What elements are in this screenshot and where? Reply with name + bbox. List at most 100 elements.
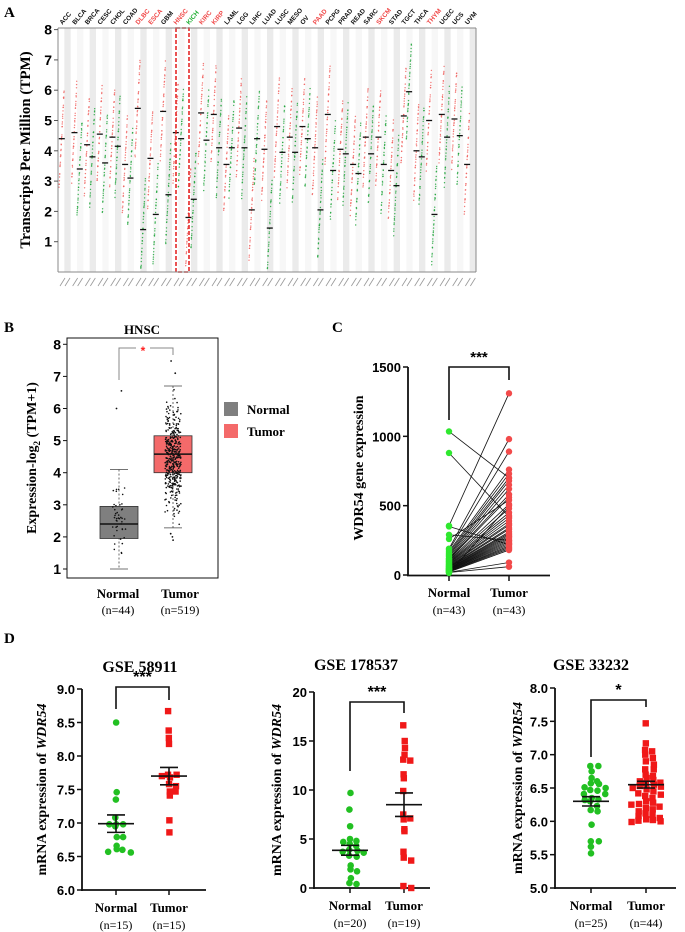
point-prad-normal [343, 174, 346, 176]
point-gbm-normal [168, 169, 171, 171]
point-ucs-tumor [452, 129, 455, 131]
point-ucs-normal [460, 102, 463, 104]
point-tumor [642, 766, 649, 773]
point-tgct-tumor [404, 90, 406, 93]
point-kirp-tumor [210, 152, 213, 154]
point-tumor [641, 746, 649, 754]
point-tumor [164, 467, 166, 470]
point-sarc-normal [369, 167, 371, 169]
point-tumor [628, 818, 635, 826]
point-lusc-normal [280, 174, 282, 176]
cancer-label-lihc: LIHC [249, 10, 264, 26]
point-blca-tumor [73, 142, 75, 145]
point-ov-tumor [299, 169, 301, 171]
point-thym-tumor [426, 157, 428, 160]
point-esca-normal [153, 235, 156, 237]
point-uvm-tumor [466, 154, 469, 157]
point-gbm-tumor [162, 100, 165, 103]
point-tumor [174, 499, 176, 501]
point-dlbc-normal [142, 221, 144, 224]
point-paad-normal [320, 186, 322, 189]
point-tumor [174, 478, 176, 480]
point-lihc-tumor [252, 189, 254, 191]
point-uvm-tumor [465, 176, 467, 178]
sample-label-tick [211, 277, 218, 287]
point-blca-tumor [75, 83, 78, 86]
point-thca-normal [419, 178, 422, 180]
point-esca-tumor [149, 159, 151, 162]
point-kirp-normal [215, 196, 217, 199]
point-tumor [173, 507, 176, 510]
point-meso-tumor [288, 139, 290, 141]
point-skcm-normal [382, 162, 385, 164]
point-thca-normal [419, 175, 422, 177]
point-esca-normal [154, 217, 157, 219]
point-ucec-normal [446, 122, 449, 124]
point-kirp-normal [217, 164, 219, 166]
point-gbm-normal [168, 185, 170, 188]
point-stad-tumor [390, 174, 392, 177]
point-hnsc-normal [178, 174, 180, 177]
point-kich-tumor [185, 246, 188, 248]
point-tumor [166, 422, 169, 425]
point-lgg-tumor [239, 99, 241, 101]
point-skcm-tumor [376, 163, 378, 166]
point-dlbc-tumor [138, 81, 140, 84]
point-sarc-tumor [362, 184, 364, 186]
point-acc-tumor [58, 183, 60, 185]
point-read-normal [356, 190, 359, 192]
point-acc-tumor [60, 144, 62, 146]
significance-bracket [118, 347, 174, 380]
point-tgct-tumor [401, 145, 403, 148]
point-laml-normal [230, 148, 233, 150]
point-kirc-normal [205, 135, 208, 137]
point-gbm-tumor [163, 93, 165, 95]
point-laml-normal [229, 166, 232, 169]
point-thca-tumor [413, 195, 415, 197]
point-luad-normal [268, 236, 270, 238]
outlier-normal [115, 407, 118, 410]
point-kirc-tumor [202, 62, 205, 65]
point-hnsc-tumor [176, 97, 178, 100]
pair-line [448, 538, 510, 570]
point-lusc-normal [281, 153, 283, 156]
y-axis-label-main: mRNA expression of [270, 750, 285, 876]
point-tgct-tumor [403, 103, 405, 105]
point-hnsc-tumor [172, 179, 174, 182]
point-ov-normal [306, 147, 308, 149]
point-thym-normal [434, 187, 437, 190]
point-tumor [167, 473, 169, 475]
point-tumor [170, 427, 172, 429]
point-dlbc-normal [143, 201, 146, 203]
point-prad-tumor [337, 182, 340, 184]
point-ov-tumor [302, 109, 304, 112]
point-ucec-normal [446, 128, 448, 130]
point-tgct-normal [406, 126, 408, 128]
point-blca-normal [78, 174, 80, 176]
subplot-title: GSE 178537 [314, 657, 398, 674]
point-thym-normal [435, 179, 437, 182]
point-meso-normal [294, 145, 296, 147]
point-hnsc-normal [178, 173, 180, 175]
point-acc-tumor [59, 165, 61, 167]
point-hnsc-tumor [177, 83, 179, 86]
point-coad-normal [128, 202, 130, 205]
point-lgg-normal [245, 103, 248, 105]
point-ov-normal [305, 165, 307, 167]
y-axis-label-gene: WDR54 [35, 703, 50, 749]
point-tumor [165, 471, 168, 474]
point-esca-normal [152, 261, 154, 263]
point-dlbc-tumor [136, 115, 138, 117]
point-lusc-tumor [278, 77, 281, 79]
point-tumor [177, 467, 180, 470]
point-chol-tumor [110, 154, 113, 156]
point-stad-normal [396, 164, 399, 166]
point-sarc-tumor [366, 99, 369, 102]
point-laml-tumor [224, 176, 227, 178]
point-tumor [179, 471, 181, 474]
point-read-normal [359, 132, 362, 134]
point-read-tumor [352, 157, 355, 159]
point-dlbc-tumor [136, 109, 139, 112]
point-laml-tumor [223, 196, 226, 198]
pair-line [448, 534, 510, 569]
